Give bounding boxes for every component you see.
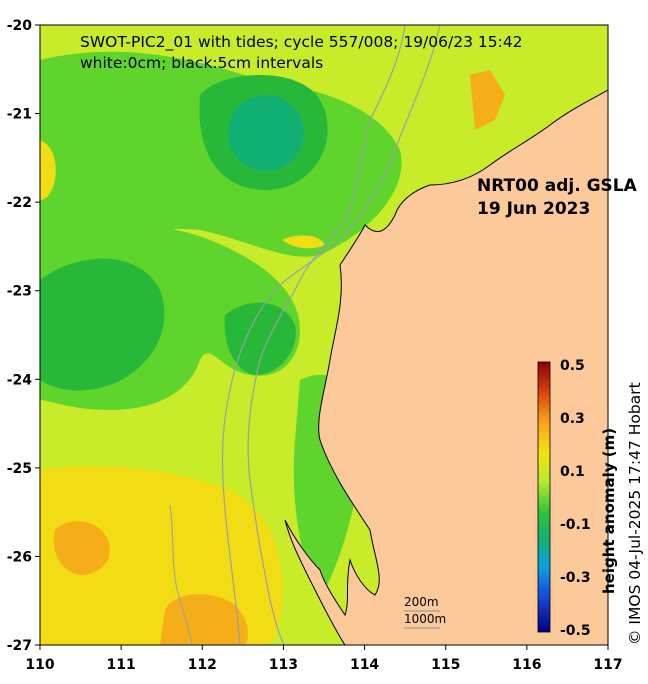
colorbar-tick-label: -0.3 [560,570,591,586]
sea-anomaly-region [40,140,56,200]
x-tick-label: 116 [512,657,541,673]
bathymetry-contour [169,504,193,645]
y-tick-label: -23 [7,284,32,300]
x-axis: 110 111 112 113 114 115 116 117 [25,645,623,673]
sea-anomaly-region [40,258,165,391]
x-tick-label: 110 [25,657,54,673]
y-tick-label: -24 [7,372,33,388]
sea-anomaly-region [450,40,608,160]
sea-anomaly-region [282,235,325,249]
y-axis: -20 -21 -22 -23 -24 -25 -26 -27 [7,18,40,654]
x-tick-label: 117 [593,657,622,673]
y-tick-label: -20 [7,18,33,34]
product-date: 19 Jun 2023 [477,199,590,219]
y-tick-label: -25 [7,461,32,477]
colorbar-tick-label: -0.1 [560,517,591,533]
y-tick-label: -21 [7,107,32,123]
sea-anomaly-region [53,521,110,575]
x-tick-label: 113 [269,657,298,673]
x-tick-label: 112 [188,657,217,673]
y-tick-label: -27 [7,638,32,654]
colorbar-tick-label: -0.5 [560,623,591,639]
y-tick-label: -26 [7,549,32,565]
depth-legend-200m: 200m [404,595,439,609]
land-mass [284,89,608,645]
sea-anomaly-eddy [228,95,304,171]
colorbar-tick-label: 0.1 [560,464,585,480]
colorbar [537,361,551,633]
credit-text: © IMOS 04-Jul-2025 17:47 Hobart [626,382,644,645]
map-plot-area [40,25,608,645]
bathymetry-contour-200m [247,25,406,645]
map-frame [39,24,609,646]
colorbar-tick-label: 0.5 [560,358,585,374]
colorbar-ticks: 0.5 0.3 0.1 -0.1 -0.3 -0.5 [560,358,591,639]
y-tick-label: -22 [7,195,32,211]
bathymetry-contour-1000m [221,25,441,645]
colorbar-tick-label: 0.3 [560,411,585,427]
map-title: SWOT-PIC2_01 with tides; cycle 557/008; … [80,33,523,52]
sea-anomaly-region [470,70,505,130]
x-tick-label: 115 [431,657,460,673]
colorbar-label: height anomaly (m) [600,428,618,594]
depth-legend-1000m: 1000m [404,612,446,626]
x-tick-label: 111 [107,657,136,673]
x-tick-label: 114 [350,657,379,673]
product-label: NRT00 adj. GSLA [477,176,638,196]
map-subtitle: white:0cm; black:5cm intervals [80,54,323,72]
